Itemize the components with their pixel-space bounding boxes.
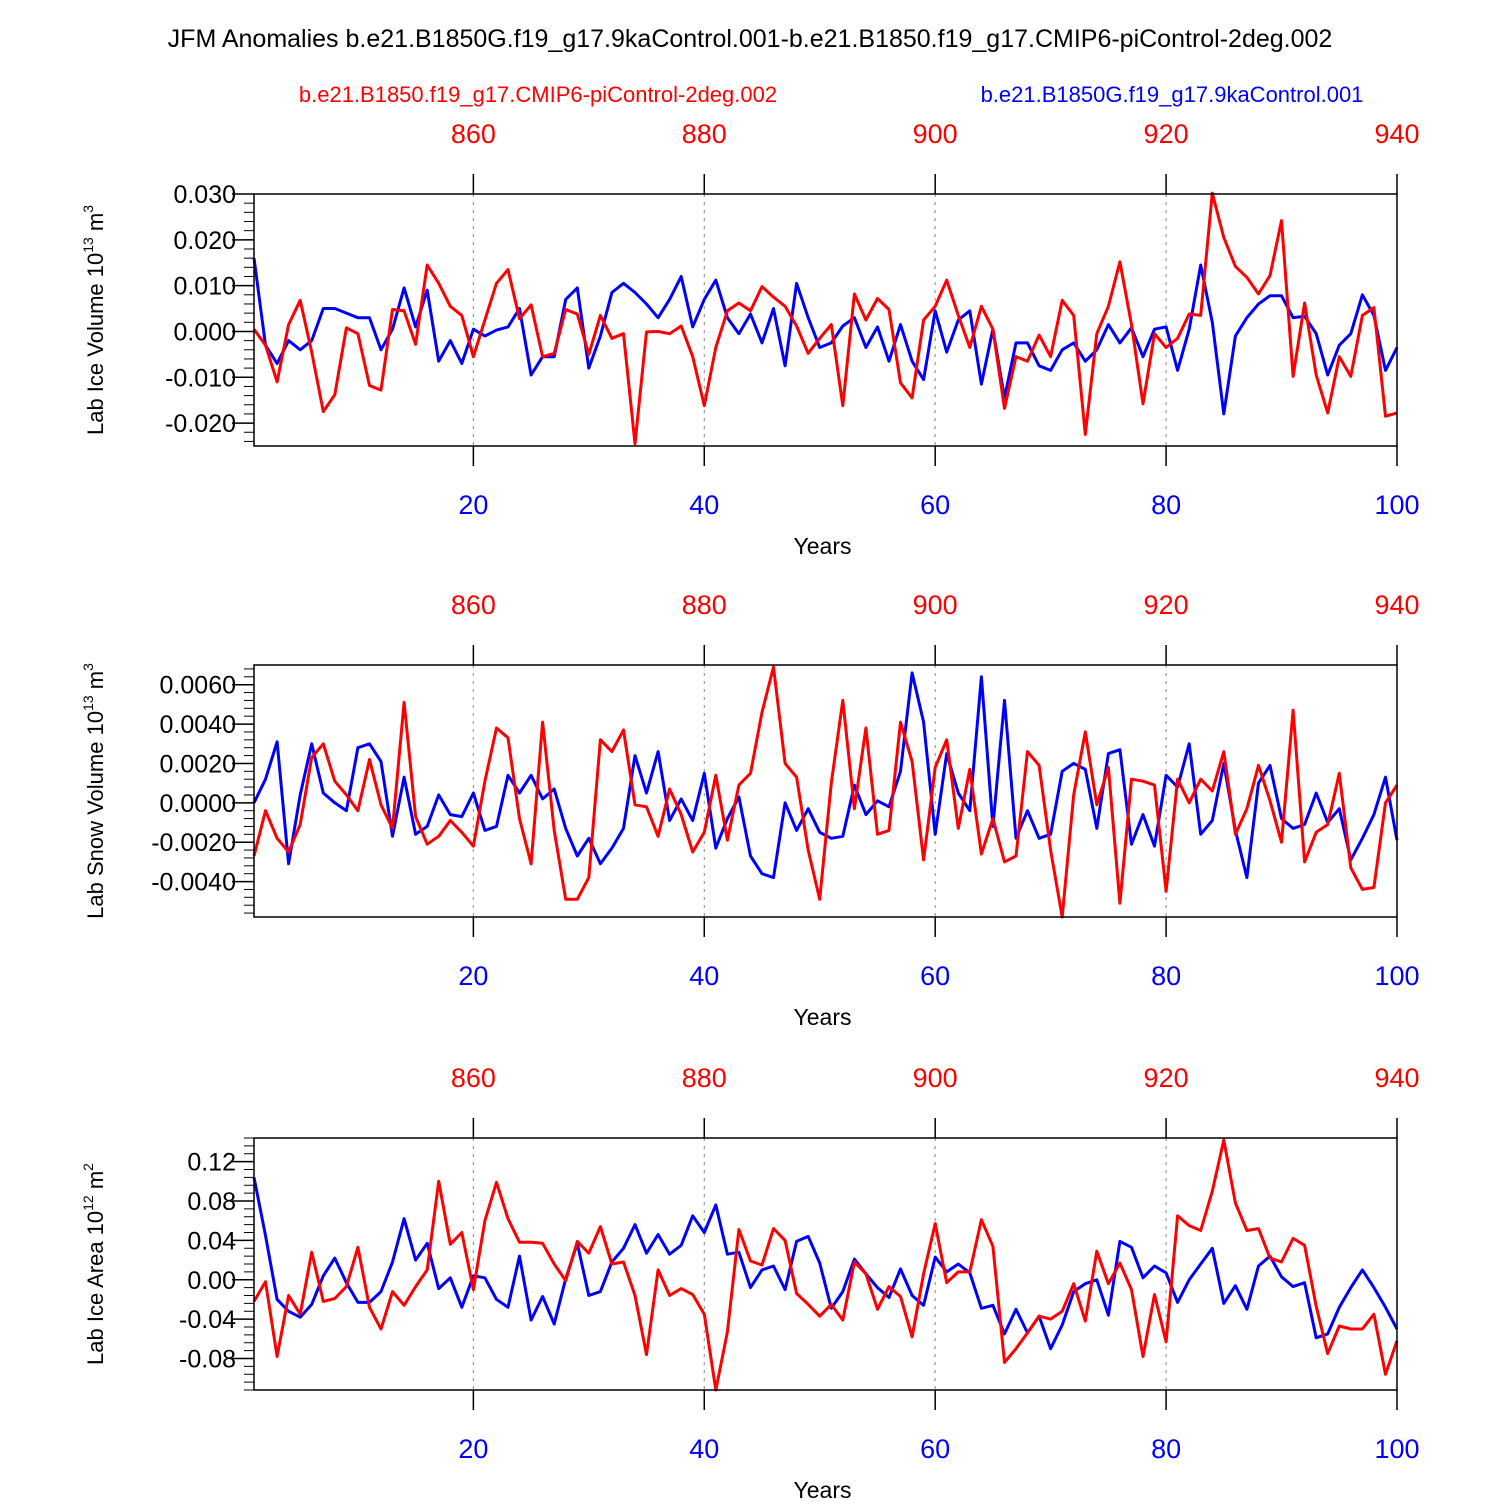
snow-volume-xtick-label-3: 80: [1151, 961, 1181, 991]
snow-volume-ytick-label-2: 0.0000: [160, 790, 236, 818]
snow-volume-ylabel-part-2: m: [83, 671, 108, 695]
ice-volume-ytick-label-1: -0.010: [165, 364, 236, 392]
ice-volume-ylabel-part-1: 13: [80, 237, 96, 253]
snow-volume-ylabel: Lab Snow Volume 1013 m3: [80, 663, 108, 919]
snow-volume-top-xtick-label-3: 920: [1144, 590, 1189, 620]
ice-area-ytick-label-5: 0.12: [187, 1149, 236, 1177]
ice-area-ytick-label-1: -0.04: [179, 1306, 236, 1334]
ice-volume-ylabel: Lab Ice Volume 1013 m3: [80, 205, 108, 435]
ice-volume-xtick-label-3: 80: [1151, 490, 1181, 520]
ice-area-top-xtick-label-4: 940: [1374, 1063, 1419, 1093]
ice-area-ylabel-part-1: 12: [80, 1195, 96, 1211]
ice-area-top-xtick-label-2: 900: [913, 1063, 958, 1093]
ice-volume-ytick-label-0: -0.020: [165, 410, 236, 438]
snow-volume-top-xtick-label-1: 880: [682, 590, 727, 620]
chart-panels: -0.020 -0.010 0.000 0.010 0.020 0.030 20 40 60 80…: [80, 119, 1420, 1503]
ice-area-top-xtick-label-0: 860: [451, 1063, 496, 1093]
ice-volume-series-red: [252, 191, 1398, 446]
legend-red-label: b.e21.B1850.f19_g17.CMIP6-piControl-2deg…: [299, 82, 777, 107]
ice-area-xtick-label-2: 60: [920, 1434, 950, 1464]
snow-volume-ytick-label-4: 0.0040: [160, 711, 236, 739]
snow-volume-xtick-label-0: 20: [458, 961, 488, 991]
ice-volume-top-xtick-label-1: 880: [682, 119, 727, 149]
snow-volume-ylabel-part-0: Lab Snow Volume 10: [83, 711, 108, 919]
snow-volume-xlabel: Years: [794, 1004, 852, 1030]
snow-volume-series-red: [252, 665, 1399, 919]
snow-volume-ytick-label-1: -0.0020: [151, 829, 236, 857]
snow-volume-xtick-label-4: 100: [1374, 961, 1419, 991]
snow-volume-xtick-label-2: 60: [920, 961, 950, 991]
ice-volume-top-xtick-label-2: 900: [913, 119, 958, 149]
ice-area-panel: -0.08 -0.04 0.00 0.04 0.08 0.12 20 40 60 80 100 860…: [80, 1063, 1420, 1503]
ice-area-ytick-label-0: -0.08: [179, 1346, 236, 1374]
snow-volume-plot-frame: [253, 664, 1398, 918]
ice-area-ytick-label-4: 0.08: [187, 1188, 236, 1216]
ice-area-xtick-label-0: 20: [458, 1434, 488, 1464]
ice-area-ytick-label-2: 0.00: [187, 1267, 236, 1295]
ice-volume-top-xtick-label-0: 860: [451, 119, 496, 149]
ice-volume-ylabel-part-2: m: [83, 213, 108, 237]
ice-volume-xlabel: Years: [794, 533, 852, 559]
ice-volume-top-xtick-label-4: 940: [1374, 119, 1419, 149]
ice-area-top-xtick-label-3: 920: [1144, 1063, 1189, 1093]
ice-volume-xtick-label-2: 60: [920, 490, 950, 520]
ice-volume-series-blue: [252, 257, 1399, 416]
ice-area-xtick-label-1: 40: [689, 1434, 719, 1464]
snow-volume-top-xtick-label-0: 860: [451, 590, 496, 620]
snow-volume-panel: -0.0040 -0.0020 0.0000 0.0020 0.0040 0.0060 20…: [80, 590, 1420, 1030]
ice-area-ytick-label-3: 0.04: [187, 1227, 236, 1255]
legend-blue-label: b.e21.B1850G.f19_g17.9kaControl.001: [981, 82, 1364, 107]
ice-area-series-blue: [252, 1177, 1399, 1351]
ice-volume-ylabel-part-0: Lab Ice Volume 10: [83, 253, 108, 435]
ice-volume-xtick-label-1: 40: [689, 490, 719, 520]
ice-volume-xtick-label-0: 20: [458, 490, 488, 520]
snow-volume-top-xtick-label-2: 900: [913, 590, 958, 620]
ice-volume-ytick-label-2: 0.000: [173, 318, 236, 346]
ice-volume-xtick-label-4: 100: [1374, 490, 1419, 520]
ice-volume-top-xtick-label-3: 920: [1144, 119, 1189, 149]
ice-area-ylabel: Lab Ice Area 1012 m2: [80, 1163, 108, 1365]
ice-area-ylabel-part-3: 2: [80, 1163, 96, 1171]
ice-volume-ytick-label-3: 0.010: [173, 273, 236, 301]
ice-area-series-red: [252, 1138, 1399, 1392]
ice-volume-ylabel-part-3: 3: [80, 205, 96, 213]
ice-area-xlabel: Years: [794, 1477, 852, 1500]
ice-area-plot-frame: [253, 1137, 1398, 1391]
ice-volume-ytick-label-4: 0.020: [173, 227, 236, 255]
snow-volume-ytick-label-0: -0.0040: [151, 869, 236, 897]
ice-area-ylabel-part-0: Lab Ice Area 10: [83, 1211, 108, 1365]
ice-area-xtick-label-3: 80: [1151, 1434, 1181, 1464]
snow-volume-ytick-label-5: 0.0060: [160, 672, 236, 700]
figure-title: JFM Anomalies b.e21.B1850G.f19_g17.9kaCo…: [168, 25, 1333, 53]
ice-area-top-xtick-label-1: 880: [682, 1063, 727, 1093]
snow-volume-xtick-label-1: 40: [689, 961, 719, 991]
ice-area-xtick-label-4: 100: [1374, 1434, 1419, 1464]
snow-volume-ylabel-part-3: 3: [80, 663, 96, 671]
ice-area-ylabel-part-2: m: [83, 1171, 108, 1195]
ice-volume-panel: -0.020 -0.010 0.000 0.010 0.020 0.030 20 40 60 80…: [80, 119, 1420, 559]
snow-volume-top-xtick-label-4: 940: [1374, 590, 1419, 620]
ice-volume-ytick-label-5: 0.030: [173, 181, 236, 209]
snow-volume-ytick-label-3: 0.0020: [160, 750, 236, 778]
ice-volume-plot-frame: [253, 193, 1398, 447]
snow-volume-ylabel-part-1: 13: [80, 695, 96, 711]
